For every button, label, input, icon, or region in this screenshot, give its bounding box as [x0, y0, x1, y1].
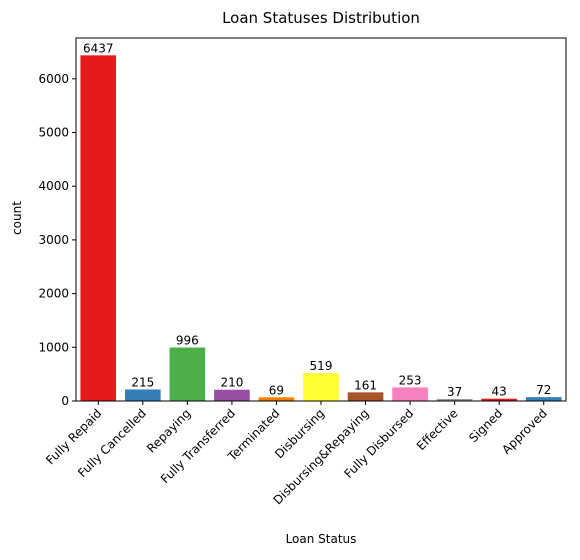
bar-0: [80, 55, 117, 402]
bar-value-label-7: 253: [399, 373, 422, 387]
bar-10: [525, 397, 562, 401]
chart-title: Loan Statuses Distribution: [222, 9, 420, 27]
bar-value-label-1: 215: [131, 375, 154, 389]
plot-frame: [75, 37, 567, 402]
bar-value-label-2: 996: [176, 334, 199, 348]
x-tick-label-3: Fully Transferred: [158, 406, 238, 486]
bar-7: [392, 387, 428, 401]
bar-6: [347, 392, 384, 401]
bars-layer: [80, 55, 562, 402]
bar-value-label-5: 519: [310, 359, 333, 373]
bar-value-label-4: 69: [269, 383, 284, 397]
bar-value-label-10: 72: [536, 383, 551, 397]
y-tick-label-1: 1000: [38, 340, 69, 354]
x-tick-label-9: Signed: [466, 406, 505, 445]
y-tick-label-4: 4000: [38, 179, 69, 193]
bar-value-label-8: 37: [447, 385, 462, 399]
y-tick-label-5: 5000: [38, 126, 69, 140]
y-tick-label-3: 3000: [38, 233, 69, 247]
y-tick-label-6: 6000: [38, 72, 69, 86]
y-axis-label: count: [10, 201, 24, 235]
y-tick-label-0: 0: [61, 394, 69, 408]
bar-value-label-3: 210: [220, 376, 243, 390]
bar-value-labels: 6437 215 996 210 69 519 161 253 37 43 72: [83, 41, 551, 399]
x-tick-label-10: Approved: [499, 406, 550, 457]
bar-8: [436, 399, 473, 401]
bar-3: [214, 389, 250, 401]
bar-1: [125, 389, 161, 401]
y-tick-label-2: 2000: [38, 287, 69, 301]
y-axis: 0 1000 2000 3000 4000 5000 6000: [38, 72, 76, 408]
bar-5: [303, 373, 339, 401]
x-tick-label-8: Effective: [414, 406, 461, 453]
bar-9: [481, 398, 517, 401]
bar-value-label-0: 6437: [83, 41, 114, 55]
bar-value-label-9: 43: [492, 385, 507, 399]
x-axis-label: Loan Status: [286, 532, 357, 546]
bar-4: [258, 397, 295, 401]
bar-2: [169, 347, 206, 401]
bar-value-label-6: 161: [354, 378, 377, 392]
